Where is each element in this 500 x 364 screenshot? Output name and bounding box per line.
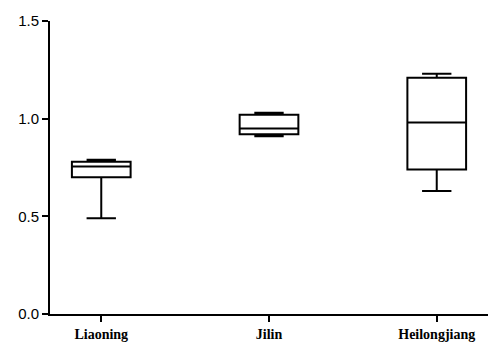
svg-text:0.5: 0.5 [18, 208, 39, 225]
svg-text:Liaoning: Liaoning [74, 327, 128, 342]
svg-text:1.0: 1.0 [18, 110, 39, 127]
svg-text:Heilongjiang: Heilongjiang [398, 327, 475, 342]
svg-text:1.5: 1.5 [18, 12, 39, 29]
svg-text:Jilin: Jilin [256, 327, 283, 342]
svg-text:0.0: 0.0 [18, 305, 39, 322]
